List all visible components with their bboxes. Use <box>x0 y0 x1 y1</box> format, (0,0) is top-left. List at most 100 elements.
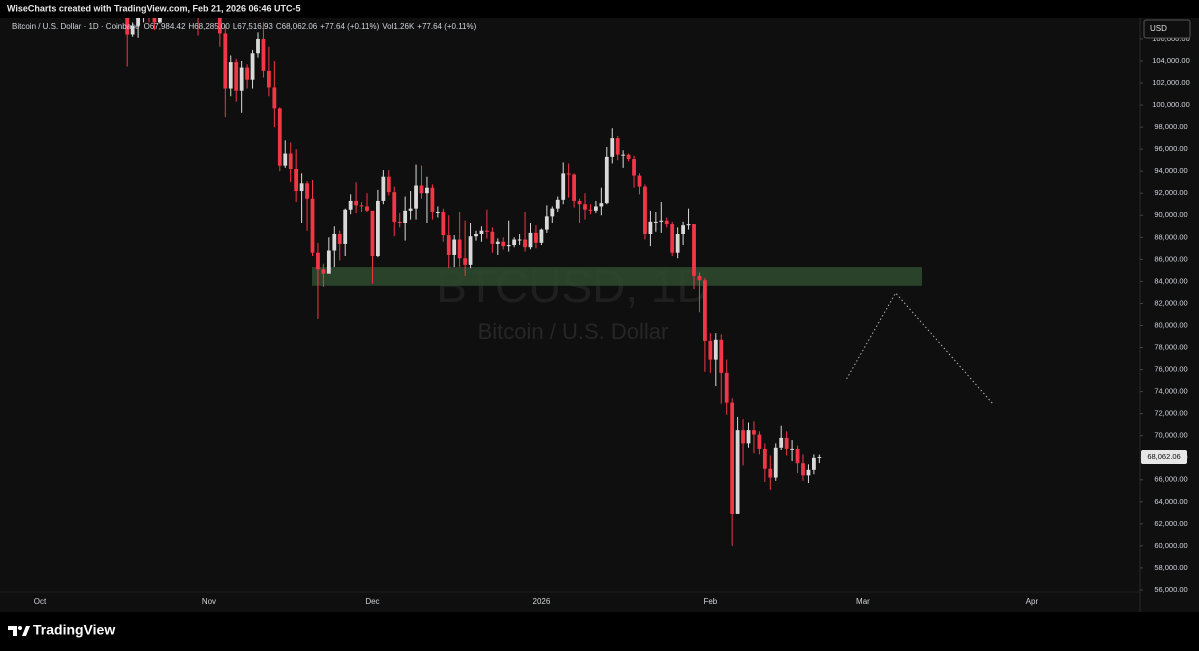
y-tick-label: 80,000.00 <box>1154 320 1187 329</box>
candle-body <box>757 434 762 449</box>
currency-label[interactable]: USD <box>1150 24 1167 33</box>
candle-body <box>719 339 724 373</box>
y-tick-label: 64,000.00 <box>1154 497 1187 506</box>
candle-body <box>599 203 604 207</box>
ohlc-value: 68,062.06 <box>282 22 318 31</box>
candle-body <box>463 258 467 265</box>
candle-body <box>299 183 304 192</box>
candle-body <box>752 430 756 435</box>
candle-body <box>724 372 729 403</box>
candle-body <box>768 468 773 478</box>
candle-body <box>746 430 751 444</box>
candle-body <box>392 192 397 222</box>
volume-value: 1.26K <box>393 22 415 31</box>
candle-body <box>337 234 342 244</box>
candle-body <box>457 239 462 259</box>
logo-mark <box>18 626 22 630</box>
candle-body <box>435 211 440 213</box>
ohlc-key: L <box>233 22 238 31</box>
candle-body <box>670 224 675 253</box>
candle-body <box>288 153 293 169</box>
candle-body <box>577 200 582 205</box>
ohlc-value: 67,516.93 <box>237 22 273 31</box>
plot <box>125 18 995 546</box>
candle-body <box>544 216 549 230</box>
candle-body <box>321 269 326 274</box>
y-tick-label: 98,000.00 <box>1154 122 1187 131</box>
candle-body <box>604 156 609 204</box>
candle-body <box>512 239 517 246</box>
candle-body <box>653 221 658 223</box>
candle-body <box>784 437 789 449</box>
candle-body <box>817 457 822 459</box>
candle-body <box>223 33 228 89</box>
watermark-description: Bitcoin / U.S. Dollar <box>478 319 669 344</box>
candle-body <box>697 275 702 281</box>
candle-body <box>490 231 495 244</box>
candle-body <box>125 18 130 35</box>
x-tick-label: Mar <box>856 597 870 606</box>
candle-body <box>643 186 647 234</box>
candle-body <box>534 232 538 243</box>
candle-body <box>261 38 266 71</box>
candle-body <box>806 469 811 476</box>
candle-body <box>648 221 653 234</box>
candle-body <box>343 209 348 244</box>
y-tick-label: 88,000.00 <box>1154 232 1187 241</box>
candle-body <box>245 67 249 80</box>
candle-body <box>397 221 402 223</box>
candle-body <box>370 210 375 257</box>
candle-body <box>539 229 544 243</box>
zone <box>312 267 922 286</box>
last-price-label: 68,062.06 <box>1147 452 1180 461</box>
candle-body <box>523 239 527 248</box>
candle-body <box>217 18 222 34</box>
currency-button[interactable] <box>1143 19 1191 39</box>
candle-body <box>675 234 680 253</box>
candle-body <box>762 448 767 469</box>
y-tick-label: 102,000.00 <box>1152 78 1190 87</box>
candle-body <box>359 205 364 207</box>
candle-body <box>708 340 713 360</box>
candle-body <box>555 199 560 209</box>
candle-body <box>305 183 309 199</box>
candle-body <box>234 62 239 91</box>
candle-body <box>790 448 794 450</box>
candle-body <box>550 208 555 217</box>
candle-body <box>741 430 745 444</box>
candle-body <box>130 25 135 35</box>
y-tick-label: 82,000.00 <box>1154 298 1187 307</box>
candle-body <box>425 187 429 194</box>
brand-logo <box>8 626 30 636</box>
y-tick-label: 62,000.00 <box>1154 519 1187 528</box>
x-tick-label: 2026 <box>533 597 551 606</box>
candle-body <box>239 67 244 91</box>
candle-body <box>713 339 718 360</box>
candle-body <box>572 174 576 201</box>
candle-body <box>250 53 255 80</box>
y-tick-label: 96,000.00 <box>1154 144 1187 153</box>
candle-body <box>152 18 157 23</box>
candle-body <box>408 208 413 211</box>
candle-body <box>386 176 391 193</box>
candle-body <box>501 241 506 247</box>
candle-body <box>272 87 277 109</box>
candle-body <box>561 173 566 200</box>
candle-body <box>588 209 593 211</box>
symbol: Bitcoin / U.S. Dollar · 1D · Coinbase <box>12 22 140 31</box>
brand: TradingView <box>33 622 115 638</box>
candle-body <box>316 252 320 270</box>
candle-body <box>659 220 664 222</box>
candle-body <box>495 241 500 244</box>
candle-body <box>430 187 435 212</box>
y-tick-label: 76,000.00 <box>1154 365 1187 374</box>
logo-mark <box>8 626 17 636</box>
candle-body <box>664 220 669 225</box>
candle-body <box>637 175 642 187</box>
candle-body <box>158 18 162 23</box>
candle-body <box>267 70 271 88</box>
y-tick-label: 90,000.00 <box>1154 210 1187 219</box>
y-tick-label: 60,000.00 <box>1154 541 1187 550</box>
